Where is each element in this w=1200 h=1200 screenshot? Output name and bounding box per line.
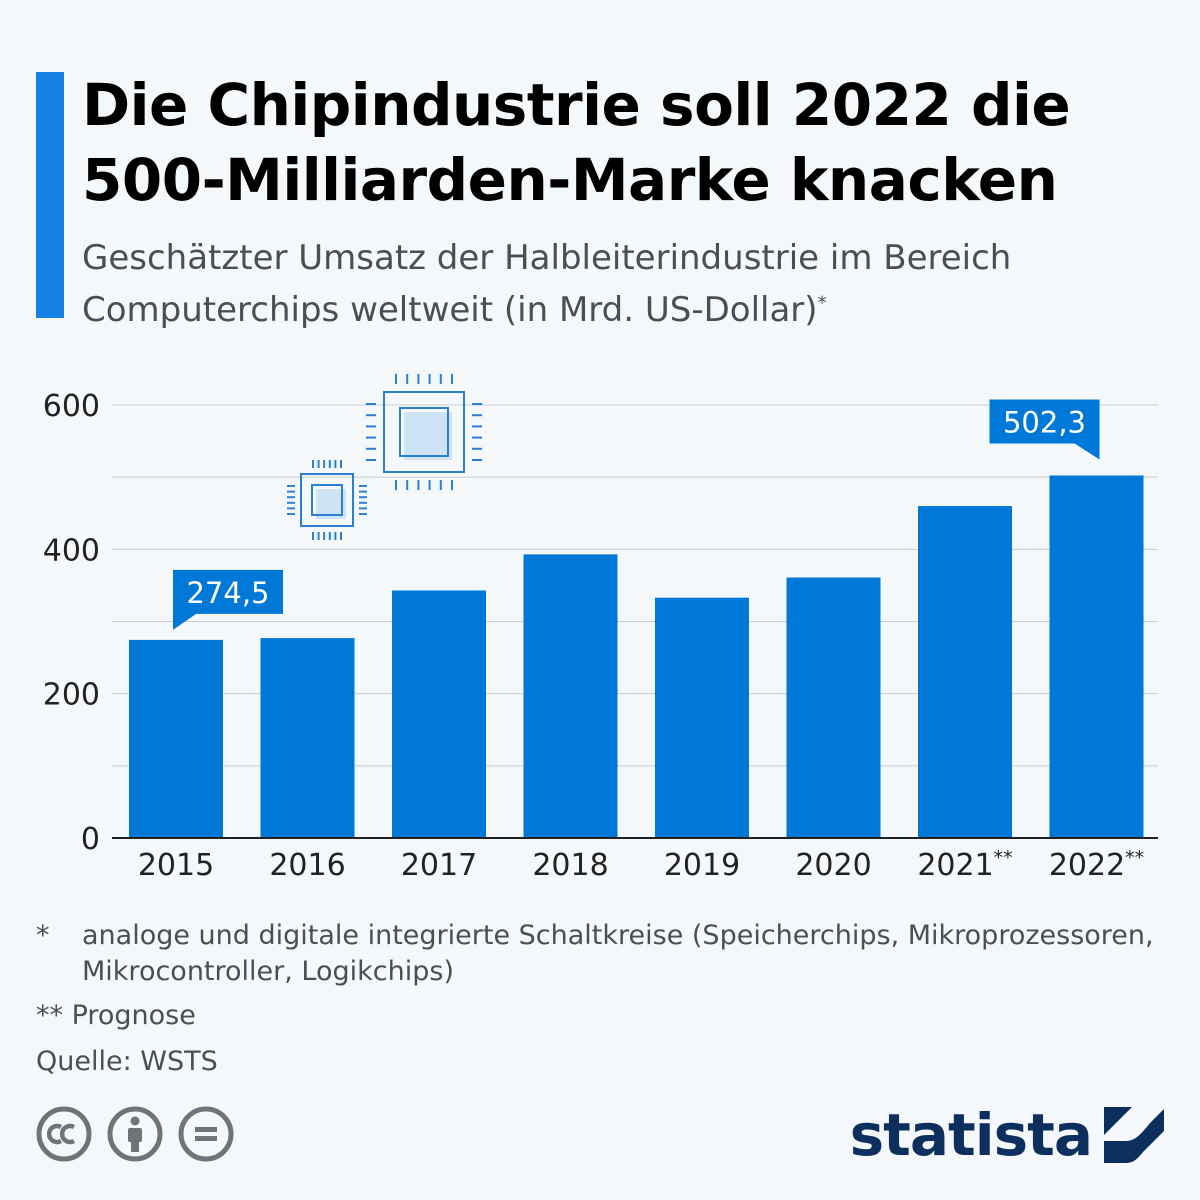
statista-brand[interactable]: statista bbox=[850, 1100, 1164, 1170]
chip-icon-small bbox=[287, 460, 367, 540]
y-tick-label: 600 bbox=[43, 389, 100, 424]
y-tick-label: 200 bbox=[43, 678, 100, 713]
footnote-mark: * bbox=[36, 920, 50, 951]
x-tick-label: 2020 bbox=[795, 848, 871, 883]
bar-2021 bbox=[918, 506, 1012, 838]
callout-pointer bbox=[1071, 441, 1100, 460]
chip-icon-large bbox=[366, 374, 482, 490]
x-tick-label: 2018 bbox=[532, 848, 608, 883]
x-tick-label: 2022** bbox=[1049, 847, 1144, 883]
y-tick-label: 400 bbox=[43, 533, 100, 568]
x-tick-label: 2019 bbox=[664, 848, 740, 883]
bars bbox=[129, 475, 1144, 838]
footnotes: * analoge und digitale integrierte Schal… bbox=[36, 918, 1182, 1080]
value-callouts: 274,5 502,3 bbox=[173, 399, 1100, 630]
x-tick-label: 2021** bbox=[917, 847, 1012, 883]
x-axis-tick-labels: 2015 2016 2017 2018 2019 2020 2021** 2022** bbox=[138, 847, 1144, 883]
statista-logo-icon bbox=[1104, 1107, 1164, 1163]
license-icons bbox=[36, 1106, 234, 1162]
title-accent-bar bbox=[36, 72, 64, 318]
callout-label: 274,5 bbox=[186, 576, 269, 610]
chart-subtitle-line-2-text: Computerchips weltweit (in Mrd. US-Dolla… bbox=[82, 290, 818, 330]
bar-2020 bbox=[786, 577, 881, 838]
x-tick-label: 2015 bbox=[138, 848, 214, 883]
bar-2019 bbox=[655, 597, 749, 838]
value-callout: 274,5 bbox=[173, 569, 283, 630]
attribution-icon[interactable] bbox=[107, 1106, 163, 1162]
chip-illustration bbox=[287, 374, 482, 540]
footnote-forecast: ** Prognose bbox=[36, 1000, 196, 1031]
chart-title-line-2: 500-Milliarden-Marke knacken bbox=[82, 146, 1058, 214]
callout-label: 502,3 bbox=[1003, 406, 1086, 440]
bar-2016 bbox=[260, 638, 355, 838]
brand-wordmark: statista bbox=[849, 1101, 1093, 1169]
bar-2017 bbox=[392, 590, 486, 838]
y-tick-label: 0 bbox=[81, 822, 100, 857]
no-derivatives-icon[interactable] bbox=[178, 1106, 234, 1162]
bar-2015 bbox=[129, 639, 223, 838]
x-tick-label: 2016 bbox=[269, 848, 345, 883]
value-callout: 502,3 bbox=[989, 399, 1100, 460]
chart-subtitle: Geschätzter Umsatz der Halbleiterindustr… bbox=[82, 232, 1182, 336]
bar-2018 bbox=[523, 554, 618, 838]
callout-box bbox=[173, 569, 283, 614]
y-axis-tick-labels: 0 200 400 600 bbox=[43, 389, 100, 857]
chart-title: Die Chipindustrie soll 2022 die 500-Mill… bbox=[82, 68, 1182, 218]
subtitle-footnote-mark: * bbox=[817, 292, 827, 314]
footnote-definition: * analoge und digitale integrierte Schal… bbox=[36, 918, 1182, 990]
cc-icon[interactable] bbox=[36, 1106, 92, 1162]
chart-subtitle-line-2: Computerchips weltweit (in Mrd. US-Dolla… bbox=[82, 284, 1182, 336]
footnote-text: analoge und digitale integrierte Schaltk… bbox=[82, 920, 1154, 987]
bar-chart: 0 200 400 600 2015 2016 2017 2018 2019 2020 2021*… bbox=[43, 374, 1158, 883]
callout-pointer bbox=[173, 611, 199, 630]
x-tick-label: 2017 bbox=[401, 848, 477, 883]
callout-box bbox=[989, 399, 1100, 444]
chart-subtitle-line-1: Geschätzter Umsatz der Halbleiterindustr… bbox=[82, 238, 1012, 278]
bar-2022 bbox=[1049, 475, 1144, 838]
chart-title-line-1: Die Chipindustrie soll 2022 die bbox=[82, 71, 1071, 139]
source-note: Quelle: WSTS bbox=[36, 1046, 218, 1077]
